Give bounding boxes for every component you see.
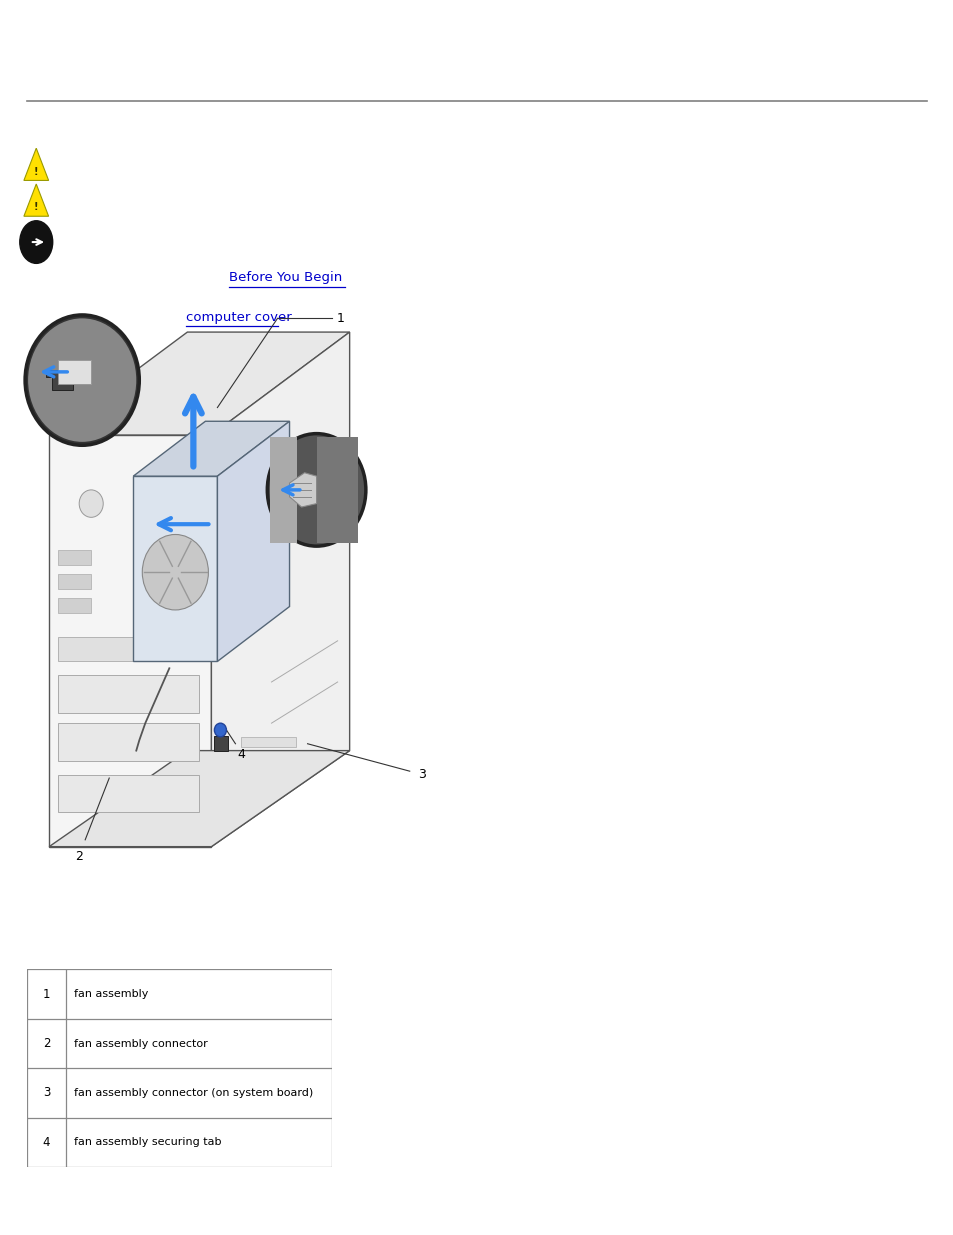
Bar [58,774,199,813]
Circle shape [142,535,208,610]
Bar [241,737,295,747]
Text: 1: 1 [43,988,51,1000]
Polygon shape [133,477,217,662]
Polygon shape [212,332,349,847]
Circle shape [214,724,226,737]
Circle shape [79,490,103,517]
Text: fan assembly: fan assembly [74,989,149,999]
Text: 3: 3 [417,768,425,781]
Polygon shape [289,473,316,508]
Circle shape [28,319,136,442]
Polygon shape [133,421,289,477]
Text: fan assembly securing tab: fan assembly securing tab [74,1137,221,1147]
Polygon shape [24,184,49,216]
Bar [214,736,228,751]
Bar [58,724,199,761]
Polygon shape [50,751,349,847]
Text: fan assembly connector: fan assembly connector [74,1039,208,1049]
Text: 2: 2 [75,851,83,863]
Circle shape [25,315,139,446]
Text: Before You Begin: Before You Begin [229,272,342,284]
Text: !: ! [34,167,38,177]
Bar [58,551,91,566]
Text: 4: 4 [237,747,245,761]
Polygon shape [217,421,289,662]
Polygon shape [24,148,49,180]
Polygon shape [50,332,349,435]
Bar [58,598,91,614]
Circle shape [20,221,52,263]
Text: 2: 2 [43,1037,51,1050]
Bar [316,437,357,542]
Text: !: ! [34,203,38,212]
Bar [58,574,91,589]
Bar [58,637,199,662]
Bar [58,359,91,384]
Bar [270,437,297,542]
Polygon shape [46,369,73,390]
Polygon shape [50,435,212,847]
Bar [58,676,199,713]
Text: fan assembly connector (on system board): fan assembly connector (on system board) [74,1088,313,1098]
Text: 1: 1 [336,312,344,325]
Text: 4: 4 [43,1136,51,1149]
Text: computer cover: computer cover [186,311,292,324]
Circle shape [267,433,366,546]
Text: 3: 3 [43,1087,51,1099]
